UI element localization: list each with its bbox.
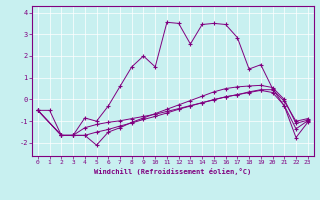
X-axis label: Windchill (Refroidissement éolien,°C): Windchill (Refroidissement éolien,°C)	[94, 168, 252, 175]
